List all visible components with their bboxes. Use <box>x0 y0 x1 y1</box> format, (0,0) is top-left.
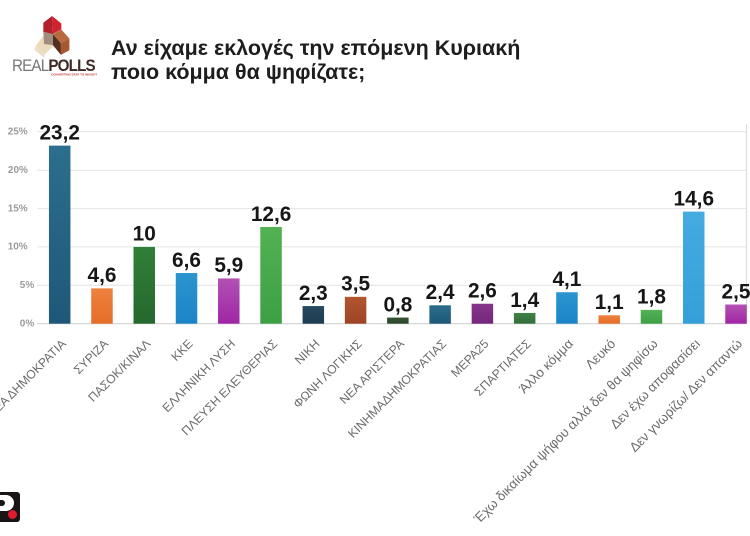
svg-text:5%: 5% <box>20 280 35 291</box>
svg-text:15%: 15% <box>8 203 28 214</box>
svg-text:12,6: 12,6 <box>251 203 291 226</box>
svg-text:1,8: 1,8 <box>637 286 666 309</box>
svg-text:25%: 25% <box>8 127 28 138</box>
svg-text:10: 10 <box>133 223 156 246</box>
svg-text:3,5: 3,5 <box>341 273 370 296</box>
svg-text:2,6: 2,6 <box>468 280 497 303</box>
svg-text:2,5: 2,5 <box>722 280 750 303</box>
svg-text:1,4: 1,4 <box>510 289 539 312</box>
svg-text:14,6: 14,6 <box>674 187 714 210</box>
svg-text:1,1: 1,1 <box>595 291 624 314</box>
svg-text:2,3: 2,3 <box>299 282 328 305</box>
svg-text:4,6: 4,6 <box>88 264 117 287</box>
svg-text:0%: 0% <box>20 318 35 329</box>
svg-text:23,2: 23,2 <box>39 121 79 144</box>
svg-text:4,1: 4,1 <box>552 268 581 291</box>
svg-text:0,8: 0,8 <box>383 293 412 316</box>
svg-text:5,9: 5,9 <box>214 254 243 277</box>
svg-text:10%: 10% <box>8 242 28 253</box>
svg-text:20%: 20% <box>8 165 28 176</box>
svg-text:6,6: 6,6 <box>172 249 201 272</box>
svg-text:2,4: 2,4 <box>426 281 455 304</box>
